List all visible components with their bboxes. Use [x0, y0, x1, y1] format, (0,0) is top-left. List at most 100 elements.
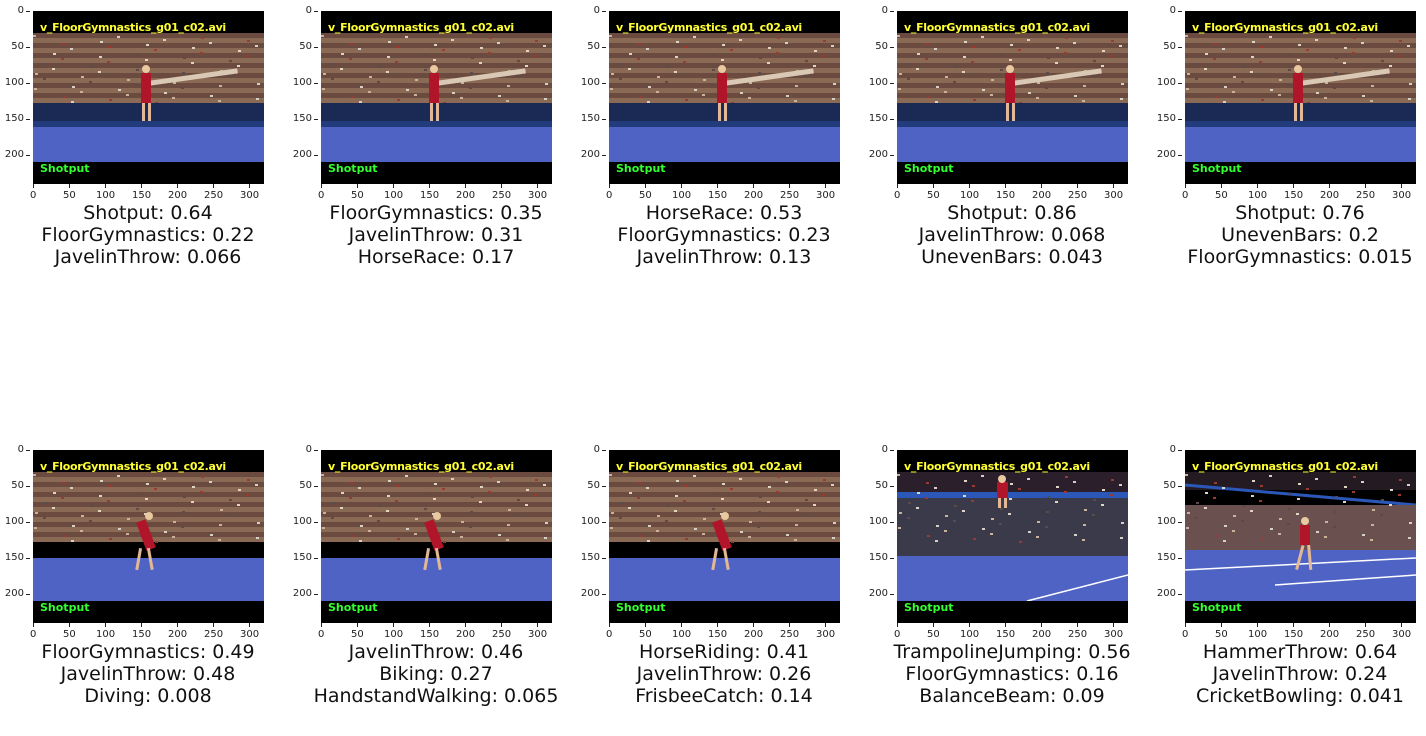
- x-tick-mark: [933, 184, 934, 188]
- x-tick-label: 50: [927, 190, 940, 201]
- y-tick-mark: [602, 119, 606, 120]
- video-frame-image: v_FloorGymnastics_g01_c02.avi Shotput: [1185, 11, 1416, 184]
- x-tick-mark: [393, 623, 394, 627]
- frame-filename-overlay: v_FloorGymnastics_g01_c02.avi: [40, 460, 226, 473]
- prediction-caption: FloorGymnastics: 0.49 JavelinThrow: 0.48 D…: [0, 641, 298, 707]
- x-tick-label: 250: [204, 629, 224, 640]
- y-tick-mark: [314, 11, 318, 12]
- y-tick-mark: [1178, 558, 1182, 559]
- prediction-line: HorseRiding: 0.41: [639, 641, 809, 663]
- frame-prediction-overlay: Shotput: [616, 601, 666, 614]
- y-tick-mark: [890, 450, 894, 451]
- x-tick-label: 300: [816, 629, 836, 640]
- y-tick-mark: [26, 594, 30, 595]
- x-tick-label: 50: [639, 629, 652, 640]
- x-tick-mark: [1293, 623, 1294, 627]
- prediction-line: Shotput: 0.76: [1235, 202, 1365, 224]
- y-tick-label: 200: [1156, 588, 1176, 599]
- y-tick-label: 100: [292, 516, 312, 527]
- x-tick-mark: [1257, 623, 1258, 627]
- x-tick-label: 50: [63, 190, 76, 201]
- x-tick-mark: [465, 623, 466, 627]
- frame-panel: 0 50 100 150 200 v_FloorGymnastics_g01_c02.a…: [576, 0, 840, 268]
- y-tick-mark: [602, 83, 606, 84]
- y-tick-label: 0: [593, 444, 600, 455]
- x-tick-label: 250: [492, 190, 512, 201]
- y-tick-label: 0: [1169, 444, 1176, 455]
- x-axis: 0 50 100 150 200 250 300: [606, 623, 840, 643]
- y-tick-mark: [26, 11, 30, 12]
- y-axis: 0 50 100 150 200: [864, 444, 894, 623]
- prediction-line: JavelinThrow: 0.066: [54, 246, 242, 268]
- x-tick-mark: [1113, 623, 1114, 627]
- x-tick-mark: [69, 184, 70, 188]
- x-tick-mark: [249, 623, 250, 627]
- x-tick-label: 100: [960, 629, 980, 640]
- prediction-line: FloorGymnastics: 0.35: [329, 202, 543, 224]
- x-tick-label: 300: [528, 629, 548, 640]
- x-axis: 0 50 100 150 200 250 300: [30, 623, 264, 643]
- y-tick-label: 50: [11, 480, 24, 491]
- x-tick-mark: [33, 184, 34, 188]
- y-tick-mark: [1178, 47, 1182, 48]
- y-tick-label: 200: [4, 588, 24, 599]
- x-tick-label: 100: [672, 190, 692, 201]
- y-tick-mark: [602, 155, 606, 156]
- frame-filename-overlay: v_FloorGymnastics_g01_c02.avi: [904, 21, 1090, 34]
- y-tick-mark: [26, 450, 30, 451]
- y-tick-mark: [314, 486, 318, 487]
- video-frame-image: v_FloorGymnastics_g01_c02.avi Shotput: [897, 450, 1128, 623]
- x-tick-mark: [249, 184, 250, 188]
- y-tick-label: 50: [299, 480, 312, 491]
- frame-panel: 0 50 100 150 200 v_FloorGymnastics_g01_c02.a…: [576, 439, 840, 707]
- prediction-line: JavelinThrow: 0.24: [1212, 663, 1388, 685]
- x-tick-label: 150: [420, 629, 440, 640]
- y-tick-mark: [26, 522, 30, 523]
- y-axis: 0 50 100 150 200: [576, 5, 606, 184]
- x-tick-label: 100: [384, 629, 404, 640]
- x-tick-label: 150: [1284, 190, 1304, 201]
- x-tick-label: 50: [1215, 629, 1228, 640]
- y-axis: 0 50 100 150 200: [0, 5, 30, 184]
- x-tick-label: 100: [672, 629, 692, 640]
- y-tick-mark: [314, 155, 318, 156]
- y-tick-label: 200: [292, 588, 312, 599]
- x-tick-mark: [1401, 623, 1402, 627]
- x-tick-mark: [1221, 184, 1222, 188]
- prediction-line: HandstandWalking: 0.065: [313, 685, 559, 707]
- y-tick-label: 100: [4, 516, 24, 527]
- x-tick-mark: [1113, 184, 1114, 188]
- prediction-caption: TrampolineJumping: 0.56 FloorGymnastics: …: [862, 641, 1162, 707]
- x-tick-mark: [213, 623, 214, 627]
- frame-panel: 0 50 100 150 200 v_FloorGymnastics_g01_c02.a…: [288, 439, 559, 707]
- x-tick-label: 200: [456, 190, 476, 201]
- x-tick-label: 200: [1032, 190, 1052, 201]
- x-tick-label: 250: [492, 629, 512, 640]
- y-tick-mark: [890, 558, 894, 559]
- y-tick-label: 150: [580, 552, 600, 563]
- x-tick-mark: [717, 184, 718, 188]
- y-tick-mark: [890, 594, 894, 595]
- x-tick-mark: [1257, 184, 1258, 188]
- y-axis: 0 50 100 150 200: [1152, 5, 1182, 184]
- x-tick-label: 300: [1392, 190, 1412, 201]
- x-tick-mark: [645, 623, 646, 627]
- frame-prediction-overlay: Shotput: [904, 162, 954, 175]
- y-tick-mark: [314, 450, 318, 451]
- y-axis: 0 50 100 150 200: [288, 444, 318, 623]
- prediction-line: JavelinThrow: 0.068: [918, 224, 1106, 246]
- prediction-line: HammerThrow: 0.64: [1202, 641, 1398, 663]
- prediction-caption: Shotput: 0.76 UnevenBars: 0.2 FloorGymnast…: [1150, 202, 1426, 268]
- x-tick-mark: [1041, 623, 1042, 627]
- x-tick-label: 300: [816, 190, 836, 201]
- x-tick-mark: [681, 623, 682, 627]
- x-tick-label: 150: [996, 190, 1016, 201]
- frame-prediction-overlay: Shotput: [616, 162, 666, 175]
- y-tick-label: 0: [17, 444, 24, 455]
- x-tick-mark: [969, 623, 970, 627]
- x-tick-mark: [969, 184, 970, 188]
- y-tick-mark: [1178, 486, 1182, 487]
- x-tick-mark: [429, 623, 430, 627]
- y-tick-label: 50: [299, 41, 312, 52]
- frame-prediction-overlay: Shotput: [40, 162, 90, 175]
